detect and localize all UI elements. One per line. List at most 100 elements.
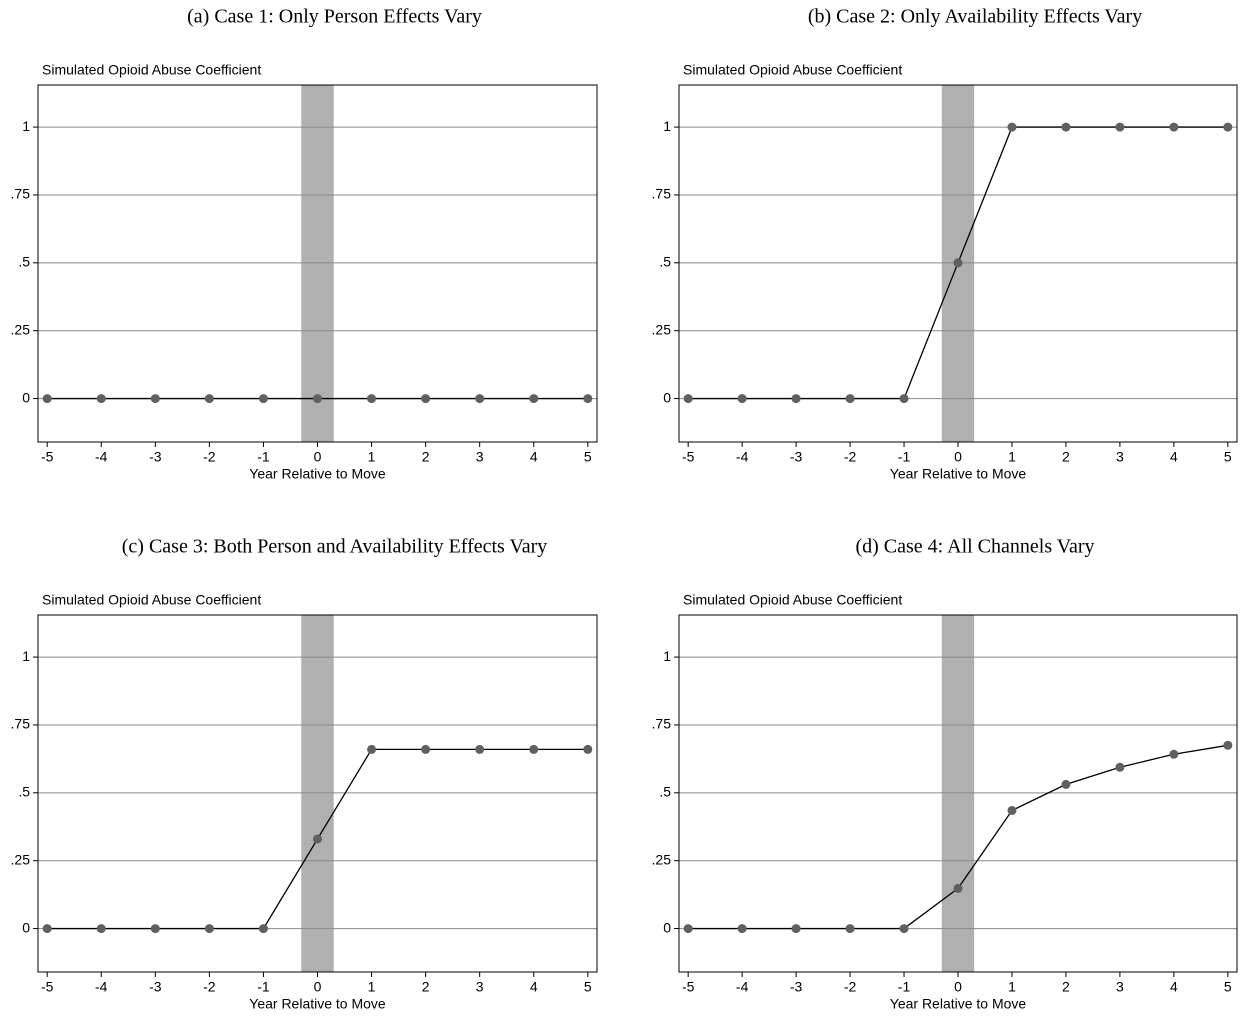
x-tick-label: 1 <box>1008 979 1016 995</box>
y-tick-label: .75 <box>11 716 31 732</box>
x-tick-label: -5 <box>682 449 695 465</box>
data-point <box>1169 749 1179 759</box>
x-tick-label: 2 <box>422 449 430 465</box>
x-tick-label: 3 <box>1116 449 1124 465</box>
data-point <box>313 834 322 844</box>
y-tick-label: 1 <box>22 648 30 664</box>
x-tick-label: 5 <box>584 979 592 995</box>
y-tick-label: .5 <box>18 784 30 800</box>
shaded-region <box>941 615 975 972</box>
data-point <box>150 924 160 934</box>
data-point <box>258 394 268 404</box>
data-point <box>583 394 593 404</box>
x-tick-label: 4 <box>1170 449 1178 465</box>
x-tick-label: -1 <box>898 979 911 995</box>
x-tick-label: 4 <box>530 979 538 995</box>
x-tick-label: -2 <box>203 979 216 995</box>
data-point <box>899 924 909 934</box>
x-tick-label: 1 <box>368 979 376 995</box>
y-tick-label: .25 <box>652 321 672 337</box>
y-tick-label: 0 <box>663 919 671 935</box>
shaded-region <box>301 85 334 442</box>
y-tick-label: .75 <box>652 716 672 732</box>
plot-frame <box>678 614 1238 973</box>
x-tick-label: -2 <box>844 449 857 465</box>
data-point <box>1061 779 1071 789</box>
data-point <box>1223 122 1233 132</box>
y-tick-label: .5 <box>659 254 671 270</box>
panel-title: (c) Case 3: Both Person and Availability… <box>122 536 547 558</box>
y-tick-label: 0 <box>22 919 30 935</box>
x-tick-label: 2 <box>422 979 430 995</box>
y-axis-title: Simulated Opioid Abuse Coefficient <box>683 592 902 608</box>
data-point <box>204 394 214 404</box>
data-point <box>791 394 801 404</box>
data-point <box>583 744 593 754</box>
x-axis-title: Year Relative to Move <box>890 996 1027 1012</box>
x-tick-label: -3 <box>790 979 803 995</box>
x-axis-title: Year Relative to Move <box>890 466 1027 482</box>
data-point <box>313 394 322 404</box>
x-axis-title: Year Relative to Move <box>249 466 386 482</box>
y-tick-label: 1 <box>663 118 671 134</box>
x-tick-label: -4 <box>736 979 749 995</box>
x-tick-label: -2 <box>844 979 857 995</box>
x-tick-label: 3 <box>476 449 484 465</box>
data-point <box>1115 762 1125 772</box>
y-tick-label: .75 <box>11 186 31 202</box>
x-tick-label: 1 <box>1008 449 1016 465</box>
y-tick-label: 1 <box>22 118 30 134</box>
plot-frame <box>678 84 1238 443</box>
plot-frame <box>37 84 598 443</box>
x-tick-label: 2 <box>1062 979 1070 995</box>
data-point <box>845 924 855 934</box>
data-point <box>204 924 214 934</box>
x-tick-label: -4 <box>95 979 108 995</box>
data-point <box>421 744 431 754</box>
data-point <box>791 924 801 934</box>
y-axis-title: Simulated Opioid Abuse Coefficient <box>42 62 261 78</box>
data-point <box>42 394 52 404</box>
x-tick-label: 0 <box>954 979 962 995</box>
data-point <box>96 394 106 404</box>
data-point <box>258 924 268 934</box>
x-tick-label: 3 <box>476 979 484 995</box>
x-tick-label: -1 <box>257 979 270 995</box>
panel-title: (d) Case 4: All Channels Vary <box>855 536 1094 558</box>
data-point <box>1061 122 1071 132</box>
data-point <box>529 394 539 404</box>
y-axis-title: Simulated Opioid Abuse Coefficient <box>683 62 902 78</box>
data-point <box>421 394 431 404</box>
x-tick-label: 0 <box>314 449 322 465</box>
x-tick-label: -1 <box>898 449 911 465</box>
data-point <box>1169 122 1179 132</box>
plot-frame <box>37 614 598 973</box>
data-point <box>150 394 160 404</box>
x-tick-label: -5 <box>41 979 54 995</box>
y-tick-label: 1 <box>663 648 671 664</box>
data-point <box>96 924 106 934</box>
y-tick-label: .25 <box>11 321 31 337</box>
y-tick-label: 0 <box>22 389 30 405</box>
data-point <box>367 744 377 754</box>
shaded-region <box>301 615 334 972</box>
data-point <box>683 924 693 934</box>
x-tick-label: -5 <box>682 979 695 995</box>
x-tick-label: 5 <box>584 449 592 465</box>
data-point <box>953 883 963 893</box>
data-point <box>845 394 855 404</box>
data-point <box>1007 122 1017 132</box>
data-point <box>899 394 909 404</box>
x-tick-label: 5 <box>1224 979 1232 995</box>
panel-title: (b) Case 2: Only Availability Effects Va… <box>808 6 1142 28</box>
data-point <box>1007 805 1017 815</box>
x-tick-label: -4 <box>95 449 108 465</box>
x-tick-label: 3 <box>1116 979 1124 995</box>
data-point <box>475 744 485 754</box>
panel: (c) Case 3: Both Person and Availability… <box>11 536 598 1012</box>
data-point <box>42 924 52 934</box>
panel: (d) Case 4: All Channels Vary Simulated O… <box>652 536 1238 1012</box>
x-axis-title: Year Relative to Move <box>249 996 386 1012</box>
data-point <box>737 394 747 404</box>
x-tick-label: 1 <box>368 449 376 465</box>
